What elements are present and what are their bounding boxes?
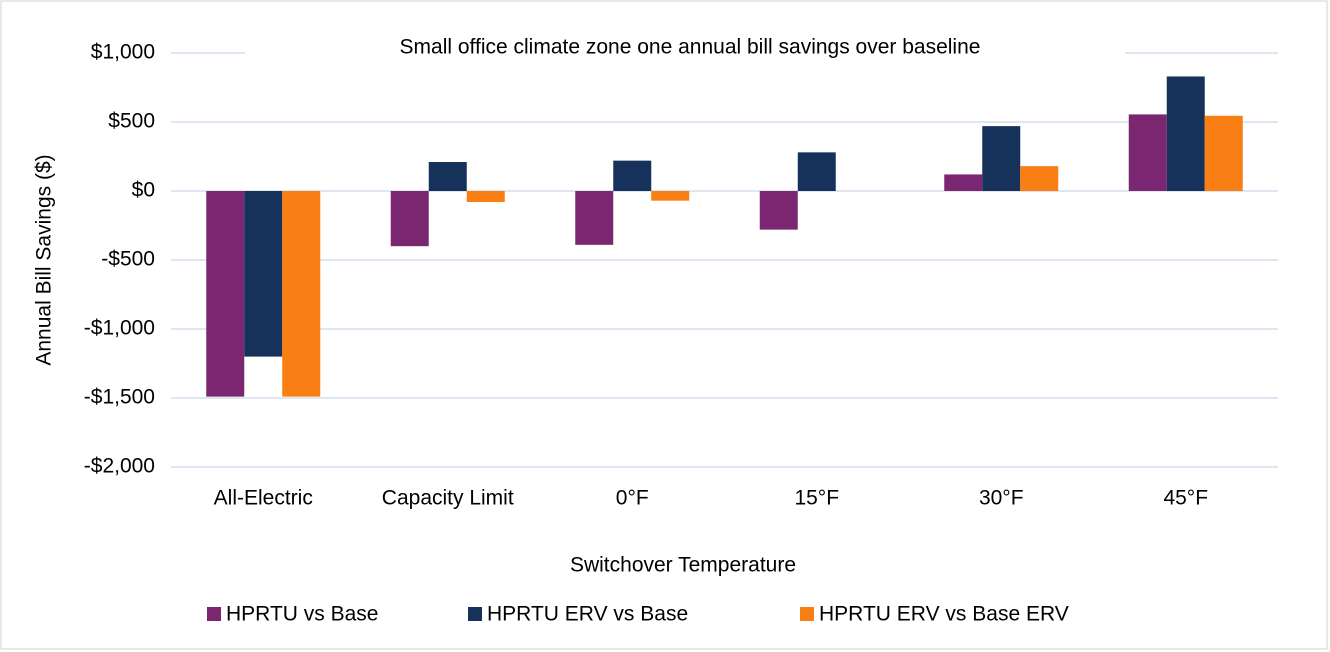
legend-swatch xyxy=(468,607,482,621)
bar xyxy=(651,191,690,201)
bar xyxy=(759,191,798,230)
x-tick-label: Capacity Limit xyxy=(382,487,514,510)
y-tick-label: -$1,500 xyxy=(84,386,155,409)
bar xyxy=(982,126,1021,191)
x-tick-label: 45°F xyxy=(1163,487,1208,510)
bar xyxy=(944,174,983,191)
x-tick-label: 0°F xyxy=(616,487,649,510)
y-tick-label: $500 xyxy=(108,110,155,133)
y-tick-label: -$1,000 xyxy=(84,317,155,340)
y-axis-label: Annual Bill Savings ($) xyxy=(33,154,56,365)
legend-swatch xyxy=(207,607,221,621)
bar xyxy=(575,191,614,245)
legend-swatch xyxy=(800,607,814,621)
bar xyxy=(390,191,429,247)
bar xyxy=(613,160,652,191)
bar xyxy=(1166,76,1205,191)
x-tick-label: 30°F xyxy=(979,487,1024,510)
y-tick-label: $0 xyxy=(132,179,155,202)
y-tick-label: $1,000 xyxy=(91,41,155,64)
title-background xyxy=(245,37,1125,67)
legend-label: HPRTU vs Base xyxy=(226,603,379,626)
x-tick-label: All-Electric xyxy=(214,487,313,510)
bar xyxy=(1204,115,1243,191)
bar xyxy=(1020,166,1059,191)
x-axis-label: Switchover Temperature xyxy=(570,554,796,577)
legend-label: HPRTU ERV vs Base ERV xyxy=(819,603,1069,626)
chart-title: Small office climate zone one annual bil… xyxy=(400,36,981,59)
y-tick-label: -$500 xyxy=(101,248,155,271)
bar xyxy=(1128,114,1167,191)
y-tick-label: -$2,000 xyxy=(84,455,155,478)
bar xyxy=(282,191,321,397)
x-tick-label: 15°F xyxy=(794,487,839,510)
legend-label: HPRTU ERV vs Base xyxy=(487,603,688,626)
bar xyxy=(428,162,467,191)
bar xyxy=(244,191,283,357)
bar xyxy=(466,191,505,203)
bar xyxy=(797,152,836,191)
bar xyxy=(206,191,245,397)
